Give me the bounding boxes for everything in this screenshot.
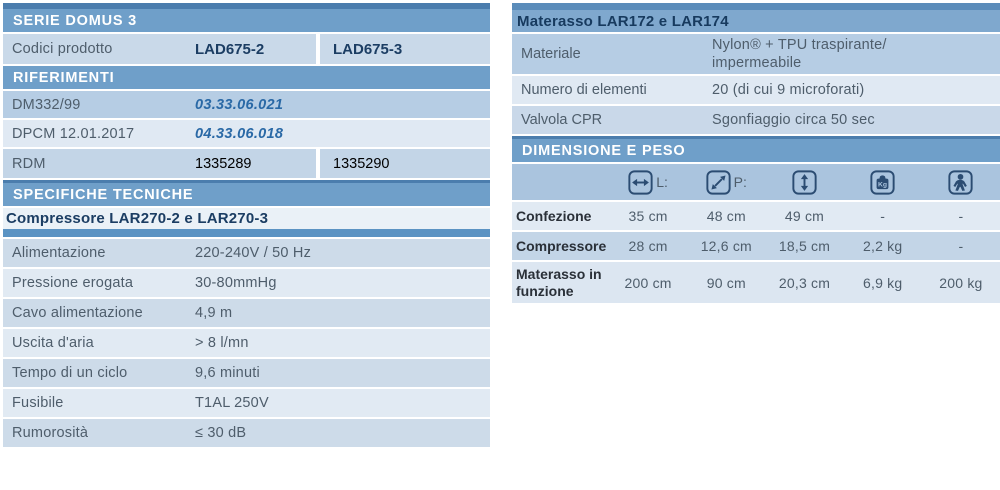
section-header-serie-domus: SERIE DOMUS 3 [3,9,490,32]
spec-label: Rumorosità [12,425,89,441]
info-value: 20 (di cui 9 microforati) [712,82,865,98]
spec-value: 4,9 m [195,305,233,321]
horizontal-arrow-icon [628,169,653,195]
dim-value-l: 200 cm [624,274,672,291]
dimension-row-materasso: Materasso in funzione 200 cm 90 cm 20,3 … [512,262,1000,303]
dim-value-max-load: 200 kg [939,274,983,291]
dim-value-max-load: - [958,208,964,224]
rdm-number-1: 1335289 [195,155,252,172]
row-codici-prodotto: Codici prodotto LAD675-2 LAD675-3 [3,34,490,64]
column-height [765,169,843,195]
product-code-1: LAD675-2 [195,40,265,58]
spec-value: > 8 l/mn [195,335,249,351]
dim-value-kg: 6,9 kg [863,274,903,291]
column-max-load [922,169,1000,195]
spec-value: 220-240V / 50 Hz [195,245,312,261]
diagonal-arrow-icon [706,169,731,195]
dim-value-kg: - [880,208,886,224]
dim-value-l: 28 cm [628,238,668,254]
row-label: DM332/99 [12,96,81,113]
classification-code: 04.33.06.018 [195,125,284,142]
compressore-title: Compressore LAR270-2 e LAR270-3 [3,208,490,229]
section-header-dimensione: DIMENSIONE E PESO [512,136,1000,162]
section-header-label: DIMENSIONE E PESO [522,142,686,159]
panel-top-strip [512,3,1000,10]
column-label-p: P: [733,174,747,190]
classification-code: 03.33.06.021 [195,96,284,113]
info-row: Numero di elementi 20 (di cui 9 microfor… [512,76,1000,104]
row-label: RDM [12,155,46,172]
dim-value-l: 35 cm [628,208,668,224]
spec-value: 9,6 minuti [195,365,260,381]
dimension-row-confezione: Confezione 35 cm 48 cm 49 cm - - [512,202,1000,230]
info-label: Materiale [521,46,581,62]
spec-label: Alimentazione [12,245,106,261]
section-header-label: SERIE DOMUS 3 [13,12,138,29]
spec-value: T1AL 250V [195,395,269,411]
column-length: L: [609,169,687,195]
spec-row: Pressione erogata 30-80mmHg [3,269,490,297]
row-rdm: RDM 1335289 1335290 [3,149,490,178]
materasso-title: Materasso LAR172 e LAR174 [512,10,1000,32]
spec-label: Tempo di un ciclo [12,365,128,381]
panel-top-strip [3,3,490,9]
info-value: Nylon® + TPU traspirante/ impermeabile [712,36,887,71]
dim-row-label: Materasso in funzione [516,266,602,299]
dim-row-label: Compressore [516,237,607,254]
section-header-label: SPECIFICHE TECNICHE [13,186,194,203]
person-max-load-icon [948,169,973,195]
info-label: Valvola CPR [521,112,603,128]
section-header-label: RIFERIMENTI [13,69,115,86]
kg-weight-icon: Kg [870,169,895,195]
column-label-l: L: [656,174,668,190]
spec-row: Cavo alimentazione 4,9 m [3,299,490,327]
row-dm332: DM332/99 03.33.06.021 [3,91,490,118]
dim-value-max-load: - [958,238,964,254]
product-code-2: LAD675-3 [316,34,490,64]
dim-row-label: Confezione [516,207,592,224]
spec-label: Uscita d'aria [12,335,94,351]
info-row: Valvola CPR Sgonfiaggio circa 50 sec [512,106,1000,134]
spec-label: Pressione erogata [12,275,134,291]
spec-row: Alimentazione 220-240V / 50 Hz [3,239,490,267]
dim-value-h: 18,5 cm [778,238,831,254]
dim-value-p: 48 cm [706,208,746,224]
column-weight: Kg [844,169,922,195]
dimension-table-header: L: P: Kg [512,164,1000,200]
spec-row: Fusibile T1AL 250V [3,389,490,417]
dim-value-p: 12,6 cm [700,238,752,254]
vertical-arrow-icon [792,169,817,195]
info-row: Materiale Nylon® + TPU traspirante/ impe… [512,34,1000,74]
row-label: DPCM 12.01.2017 [12,125,135,142]
dimension-row-compressore: Compressore 28 cm 12,6 cm 18,5 cm 2,2 kg… [512,232,1000,260]
right-spec-panel: Materasso LAR172 e LAR174 Materiale Nylo… [512,3,1000,305]
spec-label: Cavo alimentazione [12,305,143,321]
spec-label: Fusibile [12,395,64,411]
dim-value-h: 20,3 cm [778,274,831,291]
spec-row: Uscita d'aria > 8 l/mn [3,329,490,357]
section-header-riferimenti: RIFERIMENTI [3,66,490,89]
section-header-specifiche: SPECIFICHE TECNICHE [3,180,490,206]
info-value: Sgonfiaggio circa 50 sec [712,112,875,128]
row-dpcm: DPCM 12.01.2017 04.33.06.018 [3,120,490,147]
spec-row: Tempo di un ciclo 9,6 minuti [3,359,490,387]
dim-value-p: 90 cm [706,274,746,291]
title-divider [3,229,490,237]
spec-value: ≤ 30 dB [195,425,247,441]
rdm-number-2: 1335290 [316,149,490,178]
spec-row: Rumorosità ≤ 30 dB [3,419,490,447]
column-depth: P: [687,169,765,195]
dim-value-h: 49 cm [784,208,825,224]
left-spec-panel: SERIE DOMUS 3 Codici prodotto LAD675-2 L… [3,3,490,449]
row-label: Codici prodotto [12,41,113,57]
dim-value-kg: 2,2 kg [863,238,903,254]
spec-value: 30-80mmHg [195,275,277,291]
svg-text:Kg: Kg [878,181,887,188]
info-label: Numero di elementi [521,82,647,98]
